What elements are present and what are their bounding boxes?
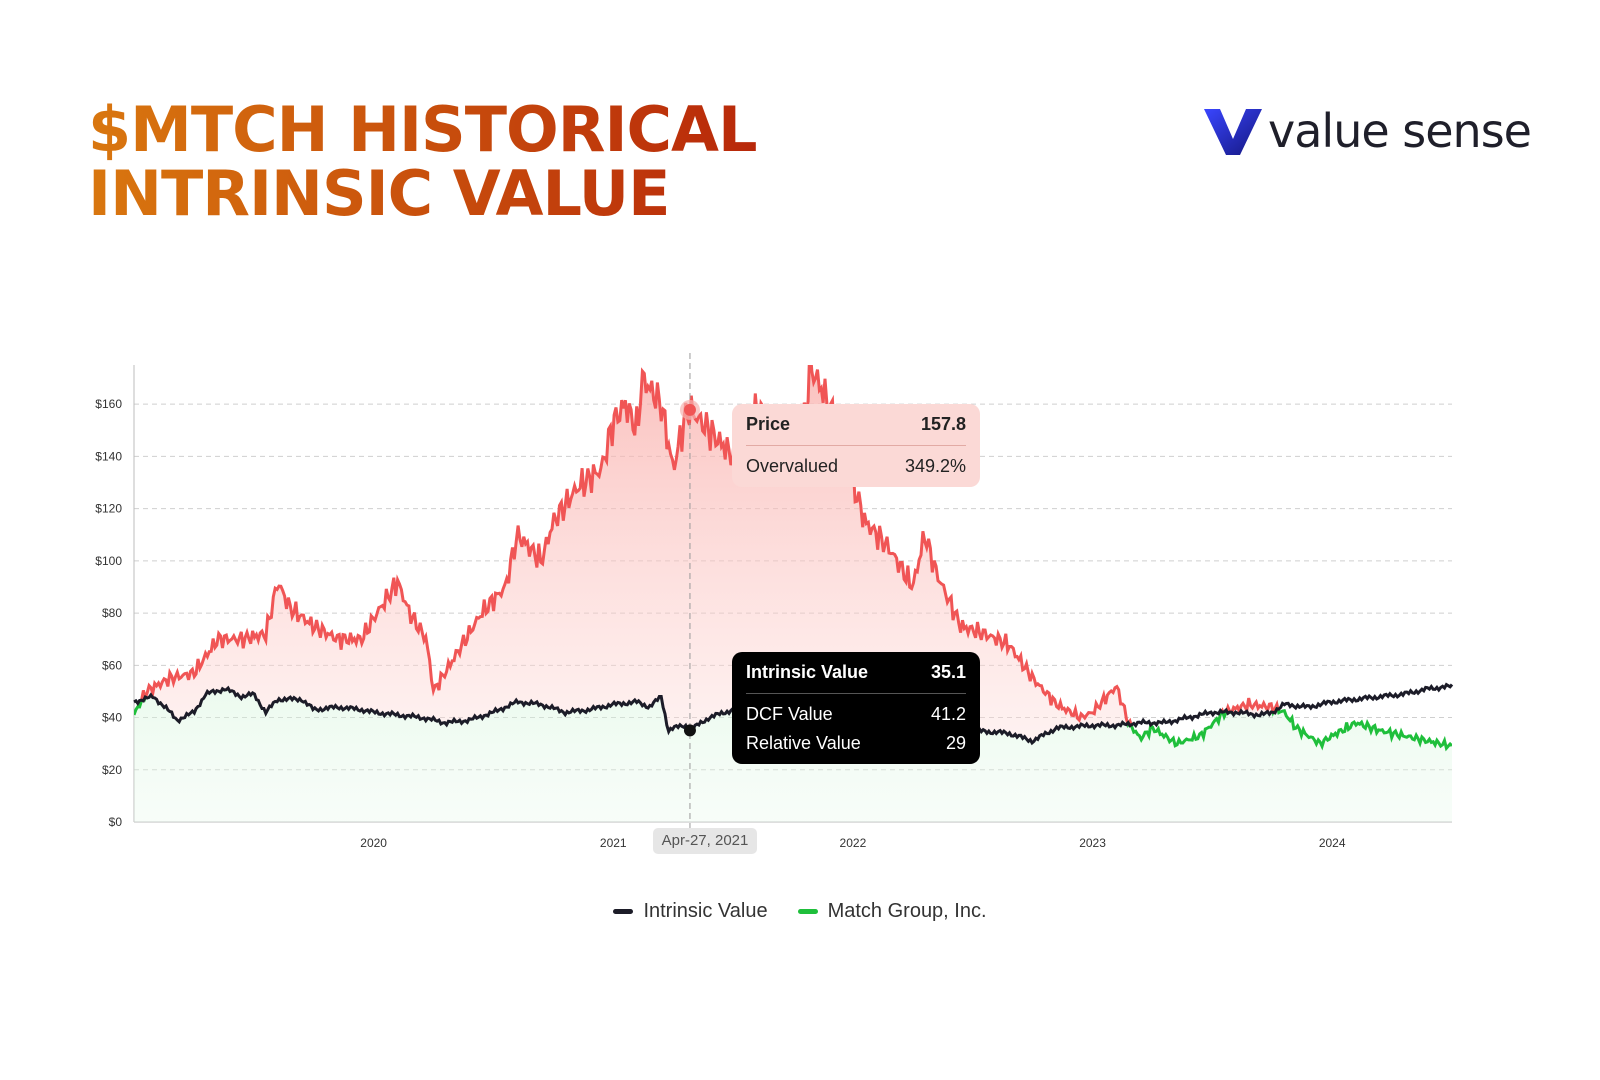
legend-swatch	[613, 909, 634, 914]
brand-name: value sense	[1268, 104, 1532, 158]
valuation-status-label: Overvalued	[746, 456, 839, 476]
valuation-status-value: 349.2%	[904, 456, 966, 476]
y-tick-label: $120	[95, 502, 122, 516]
y-tick-label: $160	[95, 397, 122, 411]
y-tick-label: $100	[95, 554, 122, 568]
intrinsic-value-tooltip: Intrinsic Value 35.1 DCF Value 41.2 Rela…	[732, 652, 980, 764]
legend-label: Match Group, Inc.	[827, 900, 987, 922]
relative-value-label: Relative Value	[746, 733, 861, 753]
dcf-value-value: 41.2	[930, 704, 966, 724]
y-tick-label: $0	[109, 815, 123, 829]
x-tick-label: 2024	[1319, 836, 1346, 850]
legend-swatch	[797, 909, 818, 914]
x-tick-label: 2021	[600, 836, 627, 850]
y-tick-label: $140	[95, 449, 122, 463]
price-tooltip: Price 157.8 Overvalued 349.2%	[732, 404, 980, 487]
y-tick-label: $60	[102, 658, 122, 672]
y-tick-label: $80	[102, 606, 122, 620]
legend-label: Intrinsic Value	[643, 900, 768, 922]
x-tick-label: 2022	[840, 836, 867, 850]
intrinsic-value-label: Intrinsic Value	[746, 662, 869, 682]
y-tick-label: $40	[102, 711, 122, 725]
intrinsic-value-value: 35.1	[930, 662, 966, 682]
intrinsic-marker	[683, 724, 696, 737]
chart-legend: Intrinsic Value Match Group, Inc.	[0, 900, 1600, 923]
overvalued-area	[134, 365, 1452, 743]
legend-item-match-group[interactable]: Match Group, Inc.	[797, 900, 987, 923]
dcf-value-label: DCF Value	[746, 704, 833, 724]
legend-item-intrinsic-value[interactable]: Intrinsic Value	[613, 900, 768, 923]
y-tick-label: $20	[102, 763, 122, 777]
brand-logo: value sense	[1202, 104, 1532, 158]
x-tick-label: 2020	[360, 836, 387, 850]
price-label: Price	[746, 414, 791, 434]
v-logo-icon	[1204, 109, 1262, 155]
price-marker	[683, 403, 696, 416]
price-value: 157.8	[920, 414, 966, 434]
x-tick-label: 2023	[1079, 836, 1106, 850]
hover-date-badge: Apr-27, 2021	[653, 828, 757, 854]
relative-value-value: 29	[945, 733, 966, 753]
